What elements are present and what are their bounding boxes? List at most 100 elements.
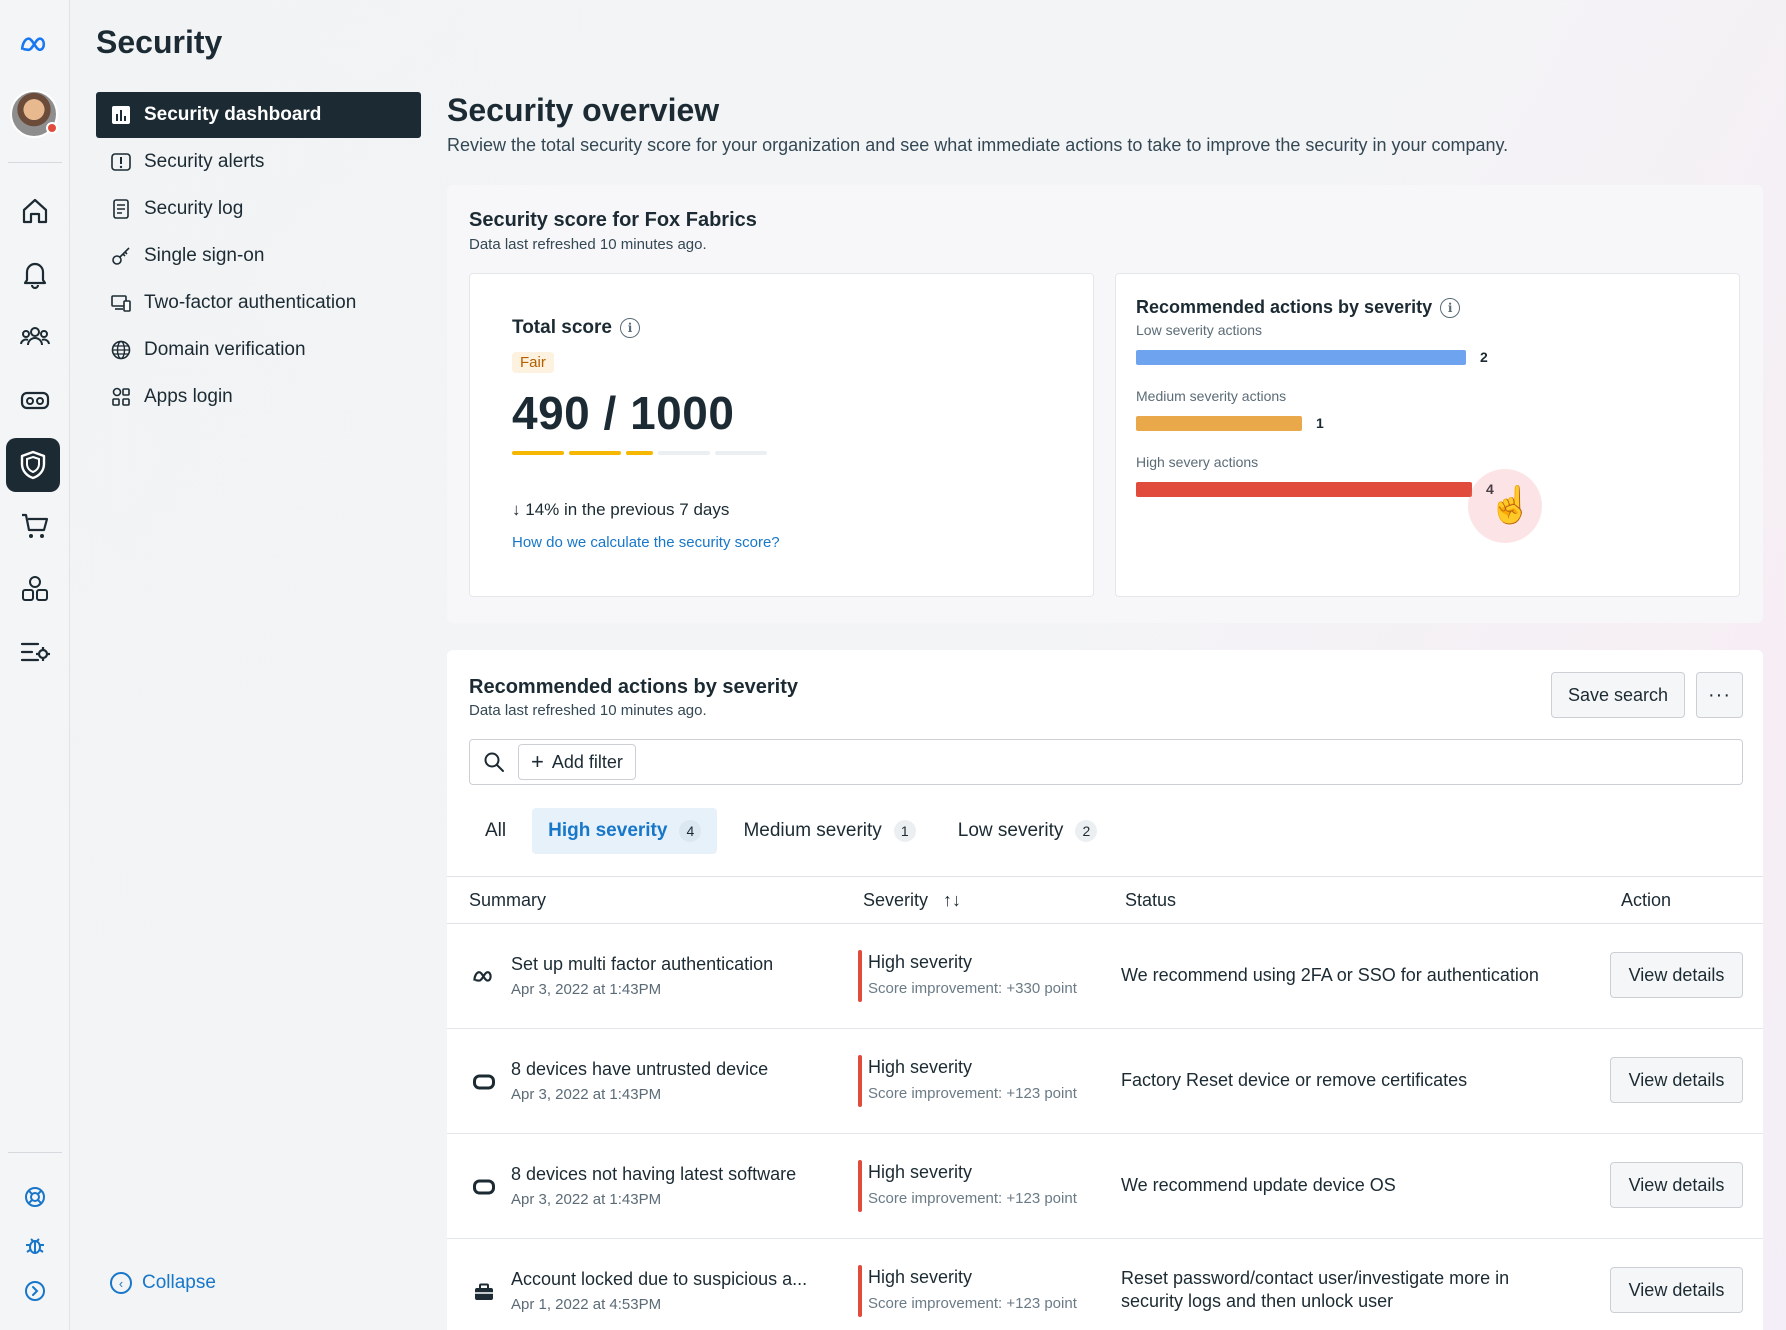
view-details-button[interactable]: View details [1610,1162,1743,1208]
more-options-button[interactable]: ··· [1696,672,1743,718]
tab-low-severity[interactable]: Low severity 2 [942,808,1114,854]
severity-bar[interactable] [1136,349,1466,365]
column-status[interactable]: Status [1125,890,1177,910]
nav-item-label: Two-factor authentication [144,292,357,313]
row-status: We recommend update device OS [1121,1175,1396,1195]
tab-label: High severity [548,820,668,841]
status-dot [46,122,58,134]
row-improvement: Score improvement: +330 point [868,980,1077,997]
info-icon[interactable]: i [1440,297,1461,318]
rail-divider-bottom [8,1152,62,1153]
rail-divider [8,162,62,163]
tab-label: Low severity [957,820,1064,841]
nav-item-label: Security alerts [144,151,265,172]
bell-icon[interactable] [0,249,70,299]
tab-count: 1 [893,820,916,842]
shield-icon[interactable] [6,438,60,492]
total-score-label: Total score i [512,317,640,339]
severity-chart-title: Recommended actions by severity i [1136,297,1461,318]
nav-item-security-alerts[interactable]: Security alerts [96,139,421,185]
table-row[interactable]: 8 devices have untrusted device Apr 3, 2… [447,1029,1763,1134]
row-severity: High severity [868,1267,973,1287]
vr-headset-icon[interactable] [0,375,70,425]
severity-row-label: Medium severity actions [1136,388,1287,404]
severity-count: 4 [1486,481,1494,497]
table-row[interactable]: Account locked due to suspicious a... Ap… [447,1239,1763,1330]
table-row[interactable]: Set up multi factor authentication Apr 3… [447,924,1763,1029]
score-segment [626,451,653,455]
severity-indicator [858,1160,862,1212]
row-improvement: Score improvement: +123 point [868,1295,1077,1312]
settings-list-icon[interactable] [0,627,70,677]
column-severity[interactable]: Severity ↑↓ [863,890,961,911]
row-status: Reset password/contact user/investigate … [1121,1268,1510,1312]
search-icon [484,752,504,772]
save-search-button[interactable]: Save search [1551,672,1685,718]
view-details-button[interactable]: View details [1610,952,1743,998]
home-icon[interactable] [0,186,70,236]
vr-headset-icon [471,1174,497,1200]
alert-icon [110,151,132,173]
row-title: Account locked due to suspicious a... [511,1269,808,1289]
column-summary[interactable]: Summary [469,890,547,910]
cart-icon[interactable] [0,501,70,551]
severity-bar[interactable] [1136,415,1302,431]
score-panel-subtitle: Data last refreshed 10 minutes ago. [469,236,707,253]
collapse-button[interactable]: ‹ Collapse [110,1272,216,1294]
score-value: 490 / 1000 [512,387,735,439]
severity-count: 1 [1316,415,1324,431]
row-date: Apr 3, 2022 at 1:43PM [511,1191,662,1208]
tab-medium-severity[interactable]: Medium severity 1 [727,808,931,854]
view-details-button[interactable]: View details [1610,1057,1743,1103]
nav-item-domain-verification[interactable]: Domain verification [96,327,421,373]
devices-icon [110,292,132,314]
nav-item-label: Single sign-on [144,245,265,266]
app-title: Security [96,24,223,60]
chart-icon [110,104,132,126]
severity-row-low[interactable]: Low severity actions 2 [1136,322,1488,365]
globe-icon [110,339,132,361]
severity-indicator [858,950,862,1002]
people-icon[interactable] [0,312,70,362]
column-action: Action [1621,890,1672,910]
security-score-panel: Security score for Fox Fabrics Data last… [447,185,1763,623]
tab-high-severity[interactable]: High severity 4 [532,808,718,854]
page-subtitle: Review the total security score for your… [447,135,1509,155]
add-filter-label: Add filter [551,751,623,772]
severity-row-medium[interactable]: Medium severity actions 1 [1136,388,1324,431]
nav-item-apps-login[interactable]: Apps login [96,374,421,420]
bug-icon[interactable] [0,1220,70,1270]
nav-item-security-log[interactable]: Security log [96,186,421,232]
apps-icon[interactable] [0,564,70,614]
severity-chart-title-text: Recommended actions by severity [1136,297,1433,317]
row-severity: High severity [868,952,973,972]
sort-icon[interactable]: ↑↓ [943,890,962,910]
collapse-label: Collapse [142,1272,216,1293]
nav-item-security-dashboard[interactable]: Security dashboard [96,92,421,138]
help-icon[interactable] [0,1172,70,1222]
tab-label: All [485,820,507,841]
avatar[interactable] [10,90,58,138]
tab-count: 2 [1075,820,1098,842]
meta-logo-icon[interactable] [0,20,70,70]
info-icon[interactable]: i [619,318,640,338]
nav-item-single-sign-on[interactable]: Single sign-on [96,233,421,279]
severity-bar[interactable] [1136,481,1472,497]
actions-panel: Recommended actions by severity Data las… [447,650,1763,1330]
add-filter-button[interactable]: + Add filter [518,744,636,780]
search-input[interactable]: + Add filter [469,739,1743,785]
severity-indicator [858,1265,862,1317]
score-trend-text: 14% in the previous 7 days [525,500,730,519]
severity-row-high[interactable]: High severy actions 4 [1136,454,1494,497]
view-details-button[interactable]: View details [1610,1267,1743,1313]
expand-icon[interactable] [0,1266,70,1316]
table-row[interactable]: 8 devices not having latest software Apr… [447,1134,1763,1239]
chevron-left-icon: ‹ [110,1272,132,1294]
calc-score-link[interactable]: How do we calculate the security score? [512,534,780,551]
score-progress [512,451,767,455]
plus-icon: + [531,749,544,774]
tab-all[interactable]: All [469,808,522,854]
total-score-text: Total score [512,317,612,338]
nav-item-two-factor-authentication[interactable]: Two-factor authentication [96,280,421,326]
row-title: 8 devices have untrusted device [511,1059,769,1079]
